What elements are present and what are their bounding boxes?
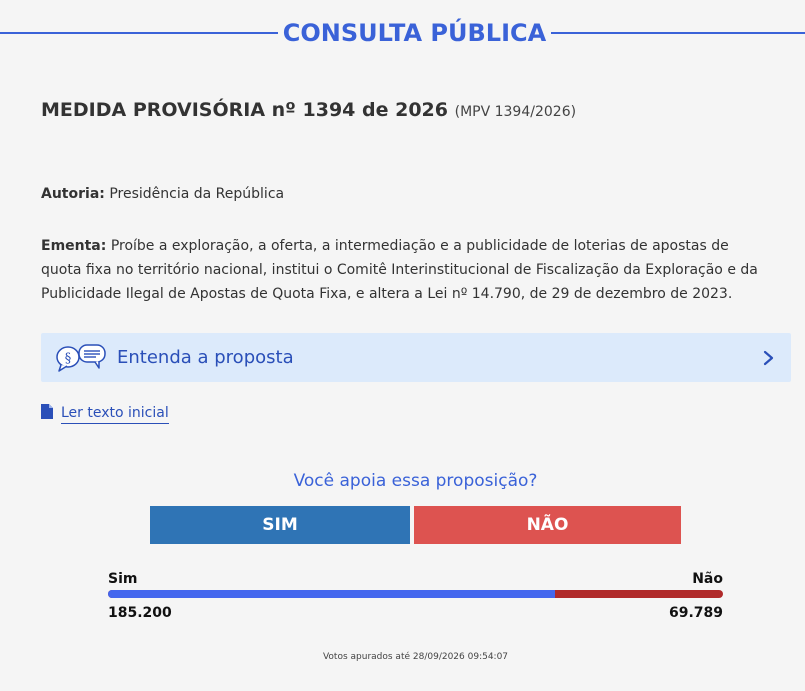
entenda-proposta-label: Entenda a proposta: [117, 347, 294, 368]
entenda-proposta-button[interactable]: § Entenda a proposta: [41, 333, 791, 382]
page-title: CONSULTA PÚBLICA: [282, 19, 547, 47]
proposition-title: MEDIDA PROVISÓRIA nº 1394 de 2026 (MPV 1…: [41, 97, 576, 125]
header-divider-left: [0, 32, 278, 34]
vote-nao-button[interactable]: NÃO: [414, 506, 681, 544]
vote-results-bar: [108, 590, 723, 598]
page-header: CONSULTA PÚBLICA: [0, 17, 805, 49]
vote-question: Você apoia essa proposição?: [293, 471, 538, 491]
document-icon: [41, 404, 53, 419]
autoria-label: Autoria:: [41, 186, 105, 202]
chevron-right-icon: [761, 350, 775, 366]
autoria-value: Presidência da República: [109, 186, 285, 202]
ementa-value: Proíbe a exploração, a oferta, a interme…: [41, 238, 758, 302]
votes-timestamp: Votos apurados até 28/09/2026 09:54:07: [322, 652, 509, 662]
ementa-field: Ementa: Proíbe a exploração, a oferta, a…: [41, 234, 771, 306]
result-sim-count: 185.200: [108, 605, 172, 621]
proposition-name: MEDIDA PROVISÓRIA nº 1394 de 2026: [41, 99, 448, 121]
vote-sim-button[interactable]: SIM: [150, 506, 410, 544]
result-sim-label: Sim: [108, 571, 138, 587]
result-nao-count: 69.789: [668, 605, 723, 621]
result-nao-label: Não: [692, 571, 723, 587]
autoria-field: Autoria: Presidência da República: [41, 182, 771, 206]
speech-bubbles-icon: §: [55, 343, 107, 373]
vote-results-bar-sim: [108, 590, 555, 598]
proposition-abbreviation: (MPV 1394/2026): [454, 104, 577, 120]
ler-texto-inicial-label[interactable]: Ler texto inicial: [61, 403, 169, 424]
ementa-label: Ementa:: [41, 238, 107, 254]
header-divider-right: [551, 32, 805, 34]
svg-text:§: §: [65, 351, 72, 366]
